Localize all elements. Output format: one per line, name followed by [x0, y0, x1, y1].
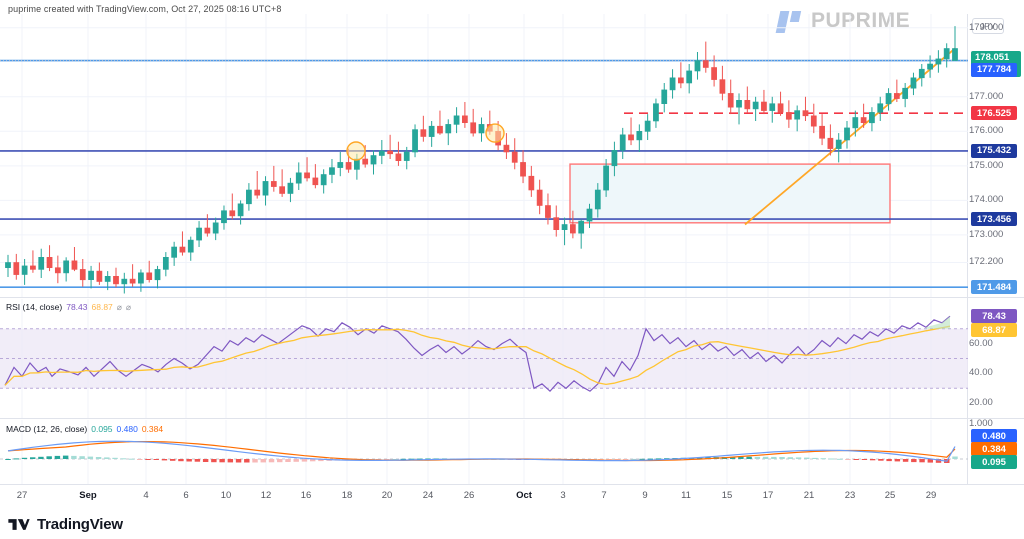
rsi-tick-label: 40.00: [969, 367, 993, 379]
rsi-legend-extra-1: ⌀: [116, 302, 122, 312]
rsi-legend-value: 78.43: [66, 302, 88, 312]
time-tick-label: 18: [341, 490, 353, 501]
tradingview-logo-icon: [8, 519, 30, 530]
macd-level-tag[interactable]: 0.095: [971, 455, 1017, 469]
rsi-legend-extra-2: ⌀: [125, 302, 132, 312]
price-level-tag[interactable]: 177.784: [971, 62, 1017, 77]
macd-plot: [0, 420, 968, 484]
time-tick-label: 26: [463, 490, 475, 501]
price-pane[interactable]: [0, 14, 968, 297]
price-tick-label: 173.000: [969, 228, 1004, 240]
pane-divider-3: [0, 484, 1024, 485]
time-tick-label: 7: [601, 490, 607, 501]
current-price-value: 178.051: [975, 51, 1010, 63]
macd-level-tag[interactable]: 0.384: [971, 442, 1017, 456]
rsi-pane[interactable]: [0, 299, 968, 418]
rsi-legend-title: RSI (14, close): [6, 302, 63, 312]
time-tick-label: 25: [884, 490, 896, 501]
macd-legend-hist-value: 0.095: [91, 424, 113, 434]
price-tick-label: 174.000: [969, 194, 1004, 206]
price-level-tag[interactable]: 173.456: [971, 212, 1017, 227]
macd-legend: MACD (12, 26, close) 0.095 0.480 0.384: [6, 424, 163, 434]
rsi-legend-ma-value: 68.87: [91, 302, 113, 312]
price-tick-label: 175.000: [969, 159, 1004, 171]
time-tick-label: 29: [925, 490, 937, 501]
time-tick-label: 9: [642, 490, 648, 501]
rsi-level-tag[interactable]: 78.43: [971, 309, 1017, 324]
puprime-logo-text: PUPRIME: [811, 9, 911, 32]
time-tick-label: 20: [381, 490, 393, 501]
candlestick-plot: [0, 14, 968, 297]
time-tick-label: 23: [844, 490, 856, 501]
time-tick-label: Sep: [79, 490, 97, 501]
macd-level-tag[interactable]: 0.480: [971, 429, 1017, 443]
tradingview-logo-text: TradingView: [37, 516, 123, 533]
time-tick-label: 11: [681, 490, 691, 501]
puprime-watermark: PUPRIME: [775, 9, 911, 33]
symbol-badge: JPY: [972, 18, 1004, 34]
footer: TradingView: [0, 510, 1024, 539]
macd-pane[interactable]: [0, 420, 968, 484]
macd-legend-title: MACD (12, 26, close): [6, 424, 88, 434]
macd-legend-macd-value: 0.480: [116, 424, 138, 434]
price-tick-label: 177.000: [969, 90, 1004, 102]
axis-divider: [967, 14, 968, 484]
time-tick-label: 12: [260, 490, 272, 501]
pane-divider-2: [0, 418, 1024, 419]
price-tick-label: 172.200: [969, 256, 1004, 268]
rsi-tick-label: 20.00: [969, 397, 993, 409]
time-tick-label: 16: [300, 490, 312, 501]
time-tick-label: Oct: [516, 490, 532, 501]
rsi-level-tag[interactable]: 68.87: [971, 323, 1017, 338]
rsi-legend: RSI (14, close) 78.43 68.87 ⌀ ⌀: [6, 302, 131, 313]
time-axis[interactable]: 27 Sep 4 6 10 12 16 18 20 24 26 Oct 3 7 9 11 15 17 21 23 25 2…: [0, 485, 1024, 510]
time-tick-label: 6: [183, 490, 189, 501]
time-tick-label: 10: [220, 490, 232, 501]
time-tick-label: 24: [422, 490, 434, 501]
time-tick-label: 27: [16, 490, 28, 501]
price-level-tag[interactable]: 176.525: [971, 106, 1017, 121]
time-tick-label: 3: [560, 490, 566, 501]
attribution-text: puprime created with TradingView.com, Oc…: [8, 4, 282, 14]
price-tick-label: 176.000: [969, 125, 1004, 137]
rsi-plot: [0, 299, 968, 418]
time-tick-label: 17: [762, 490, 774, 501]
macd-legend-signal-value: 0.384: [141, 424, 164, 434]
time-tick-label: 15: [721, 490, 733, 501]
price-level-tag[interactable]: 175.432: [971, 143, 1017, 158]
price-tick-label: 179.000: [969, 21, 1004, 33]
pane-divider-1: [0, 297, 1024, 298]
macd-tick-label: 1.000: [969, 418, 993, 429]
price-level-tag[interactable]: 171.484: [971, 280, 1017, 295]
time-tick-label: 21: [803, 490, 815, 501]
time-tick-label: 4: [143, 490, 149, 501]
rsi-tick-label: 60.00: [969, 337, 993, 349]
